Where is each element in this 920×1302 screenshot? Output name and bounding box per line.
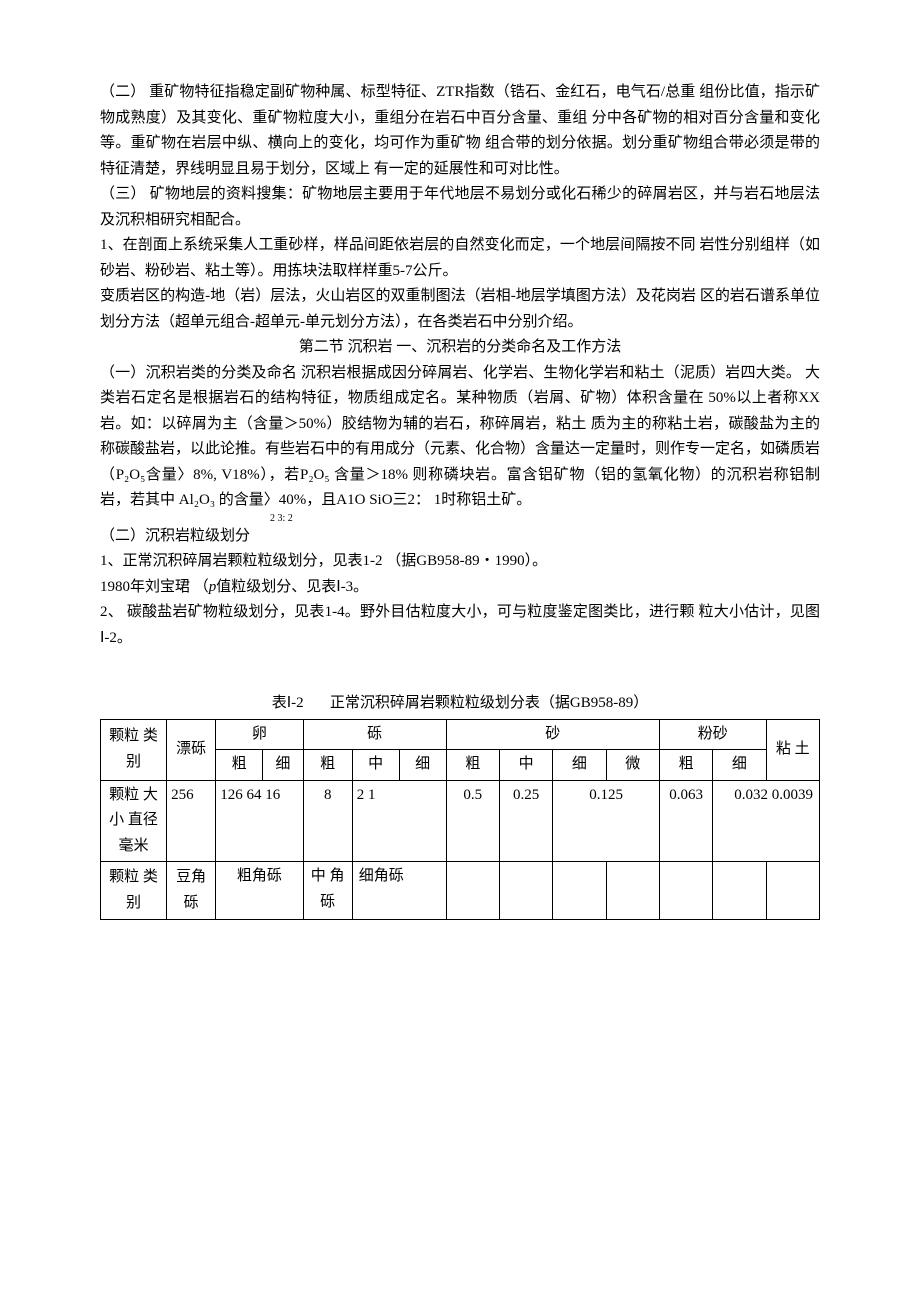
cell-size: 0.25 — [499, 780, 552, 862]
sub-header: 粗 — [446, 750, 499, 781]
table-row: 颗粒 类别 漂砾 卵 砾 砂 粉砂 粘 土 — [101, 719, 820, 750]
table-number: 表Ⅰ-2 — [272, 695, 304, 711]
cell-size: 256 — [167, 780, 216, 862]
sub-header: 粗 — [303, 750, 352, 781]
table-caption: 正常沉积碎屑岩颗粒粒级划分表（据GB958-89） — [330, 695, 648, 711]
col-header: 砾 — [303, 719, 446, 750]
paragraph-metamorphic: 变质岩区的构造-地（岩）层法，火山岩区的双重制图法（岩相-地层学填图方法）及花岗… — [100, 284, 820, 335]
text-prefix: 1980年刘宝珺 （ — [100, 579, 209, 595]
cell-angular — [766, 862, 819, 920]
col-header: 粉砂 — [659, 719, 766, 750]
table-row: 颗粒 类别 豆角 砾 粗角砾 中 角砾 细角砾 — [101, 862, 820, 920]
cell-size: 0.5 — [446, 780, 499, 862]
cell-angular — [446, 862, 499, 920]
col-header: 漂砾 — [167, 719, 216, 780]
paragraph-classification-1: （一）沉积岩类的分类及命名 沉积岩根据成因分碎屑岩、化学岩、生物化学岩和粘土（泥… — [100, 361, 820, 514]
paragraph-classification-2: （二）沉积岩粒级划分 — [100, 524, 820, 550]
cell-size: 0.063 — [659, 780, 712, 862]
cell-size: 0.125 — [553, 780, 660, 862]
cell-angular — [606, 862, 659, 920]
sub-header: 粗 — [216, 750, 263, 781]
cell-angular — [713, 862, 766, 920]
sub-header: 细 — [553, 750, 606, 781]
paragraph-grain-1a: 1、正常沉积碎屑岩颗粒粒级划分，见表1-2 （据GB958-89・1990）。 — [100, 549, 820, 575]
sub-header: 细 — [399, 750, 446, 781]
cell-size: 8 — [303, 780, 352, 862]
section-2-title: 第二节 沉积岩 一、沉积岩的分类命名及工作方法 — [100, 335, 820, 361]
sub-header: 微 — [606, 750, 659, 781]
row-header-angular: 颗粒 类别 — [101, 862, 167, 920]
paragraph-grain-1b: 1980年刘宝珺 （p值粒级划分、见表Ⅰ-3。 — [100, 575, 820, 601]
row-header-type: 颗粒 类别 — [101, 719, 167, 780]
sub-header: 细 — [263, 750, 304, 781]
sub-header: 细 — [713, 750, 766, 781]
cell-angular — [553, 862, 606, 920]
table-row: 颗粒 大小 直径毫米 256 126 64 16 8 2 1 0.5 0.25 … — [101, 780, 820, 862]
table-title: 表Ⅰ-2 正常沉积碎屑岩颗粒粒级划分表（据GB958-89） — [100, 691, 820, 717]
subscript-fragment: 2 3: 2 — [100, 514, 820, 524]
sub-header: 中 — [352, 750, 399, 781]
cell-angular: 粗角砾 — [216, 862, 303, 920]
paragraph-grain-2: 2、 碳酸盐岩矿物粒级划分，见表1-4。野外目估粒度大小，可与粒度鉴定图类比，进… — [100, 600, 820, 651]
grain-size-table: 颗粒 类别 漂砾 卵 砾 砂 粉砂 粘 土 粗 细 粗 中 细 粗 中 细 微 … — [100, 719, 820, 921]
paragraph-item-3: （三） 矿物地层的资料搜集：矿物地层主要用于年代地层不易划分或化石稀少的碎屑岩区… — [100, 182, 820, 233]
cell-angular: 中 角砾 — [303, 862, 352, 920]
sub-header: 粗 — [659, 750, 712, 781]
cell-angular — [659, 862, 712, 920]
cell-angular: 细角砾 — [352, 862, 446, 920]
cell-angular: 豆角 砾 — [167, 862, 216, 920]
cell-angular — [499, 862, 552, 920]
sub-header: 中 — [499, 750, 552, 781]
col-header: 卵 — [216, 719, 303, 750]
paragraph-item-2: （二） 重矿物特征指稳定副矿物种属、标型特征、ZTR指数（锆石、金红石，电气石/… — [100, 80, 820, 182]
paragraph-sample: 1、在剖面上系统采集人工重砂样，样品间距依岩层的自然变化而定，一个地层间隔按不同… — [100, 233, 820, 284]
cell-size: 126 64 16 — [216, 780, 303, 862]
cell-size: 2 1 — [352, 780, 446, 862]
cell-size: 0.032 0.0039 — [713, 780, 820, 862]
col-header: 粘 土 — [766, 719, 819, 780]
text-tail: 值粒级划分、见表Ⅰ-3。 — [216, 579, 368, 595]
row-header-size: 颗粒 大小 直径毫米 — [101, 780, 167, 862]
col-header: 砂 — [446, 719, 659, 750]
